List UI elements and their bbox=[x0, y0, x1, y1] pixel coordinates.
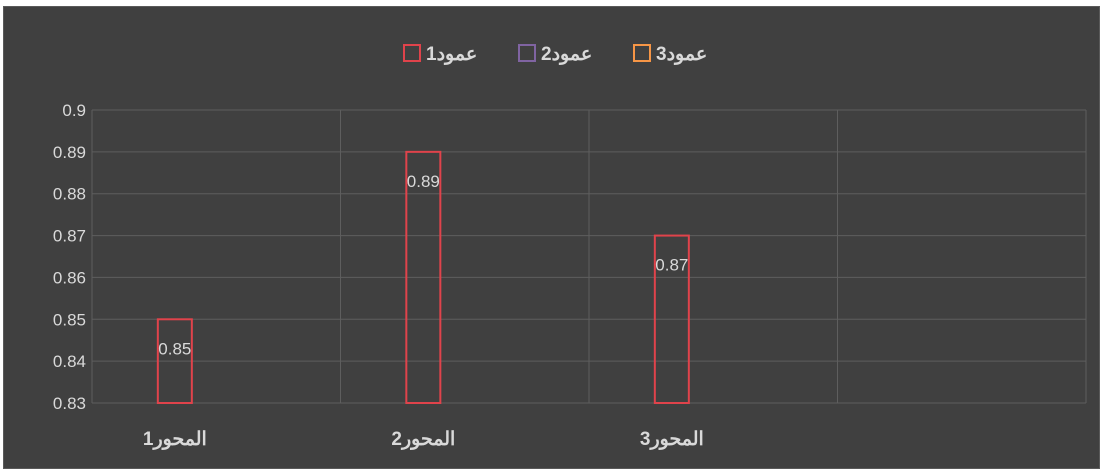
category-label: المحور1 bbox=[143, 429, 207, 450]
y-tick-label: 0.9 bbox=[62, 101, 86, 120]
bar-chart: 0.83 0.84 0.85 0.86 0.87 0.88 0.89 0.9 0.85 0.89 0… bbox=[53, 44, 1087, 450]
bar bbox=[156, 318, 193, 404]
bar bbox=[653, 234, 690, 404]
data-label: 0.85 bbox=[158, 339, 191, 358]
y-tick-label: 0.84 bbox=[53, 352, 86, 371]
category-label: المحور2 bbox=[391, 429, 455, 450]
category-label: المحور3 bbox=[640, 429, 704, 450]
legend-swatch bbox=[403, 44, 421, 62]
chart-frame: 0.83 0.84 0.85 0.86 0.87 0.88 0.89 0.9 0.85 0.89 0… bbox=[3, 6, 1100, 469]
legend-swatch bbox=[518, 44, 536, 62]
legend-label: عمود2 bbox=[541, 44, 592, 65]
y-tick-label: 0.88 bbox=[53, 185, 86, 204]
data-label: 0.89 bbox=[407, 172, 440, 191]
data-label: 0.87 bbox=[655, 256, 688, 275]
y-tick-label: 0.83 bbox=[53, 394, 86, 413]
y-tick-label: 0.87 bbox=[53, 227, 86, 246]
legend-label: عمود1 bbox=[426, 44, 477, 65]
y-tick-label: 0.86 bbox=[53, 268, 86, 287]
legend-swatch bbox=[633, 44, 651, 62]
y-tick-label: 0.89 bbox=[53, 143, 86, 162]
y-tick-label: 0.85 bbox=[53, 310, 86, 329]
bar bbox=[405, 150, 442, 404]
legend-label: عمود3 bbox=[656, 44, 707, 65]
